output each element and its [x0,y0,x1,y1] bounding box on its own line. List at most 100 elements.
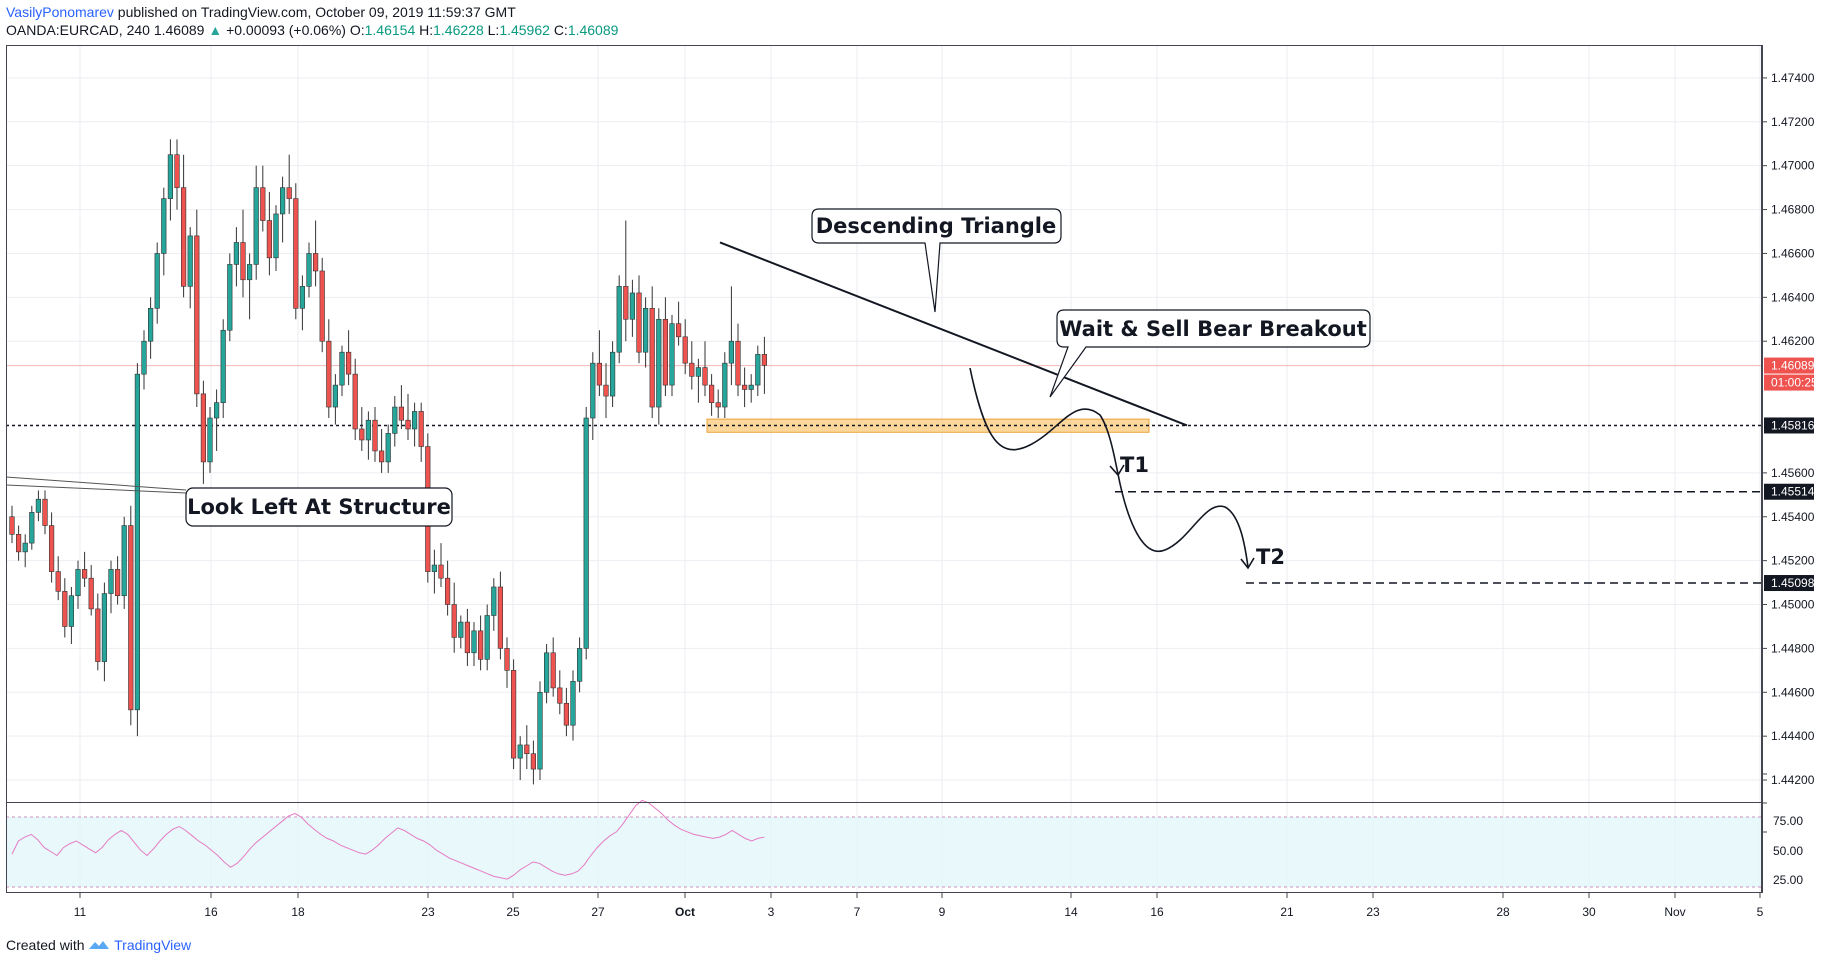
close-value: 1.46089 [567,22,619,38]
open-value: 1.46154 [364,22,416,38]
candle-body [326,340,332,408]
candle-body [345,351,352,375]
candle-body [42,498,48,526]
created-with-text: Created with [6,937,85,953]
price-tick-label: 1.47400 [1771,71,1815,85]
level-tag-label: 1.45514 [1771,485,1815,499]
candle-body [451,604,457,638]
time-tick-label: 18 [291,905,305,919]
low-label: L: [487,22,500,38]
descending-trendline[interactable] [719,241,1188,427]
last-price: 1.46089 [153,22,205,38]
time-tick-label: 25 [506,905,520,919]
candle-body [497,586,504,649]
author-link[interactable]: VasilyPonomarev [6,4,114,20]
candle-body [266,220,273,259]
time-tick-label: 23 [1366,905,1380,919]
level-tag-label: 1.45816 [1771,418,1815,432]
candle-body [48,525,55,572]
high-label: H: [419,22,434,38]
candle-body [623,286,629,320]
candle-body [128,525,134,711]
candle-body [392,406,398,434]
candle-body [141,340,147,375]
callout-look-left[interactable]: Look Left At Structure [185,487,453,527]
candle-body [735,340,741,386]
candle-body [741,384,748,390]
time-tick-label: 16 [204,905,218,919]
symbol[interactable]: OANDA:EURCAD, 240 [6,22,150,38]
change-up-icon: ▲ [208,22,223,38]
candle-body [609,351,616,397]
candle-body [233,242,240,265]
target-t1-label: T1 [1120,453,1149,477]
candle-body [689,362,695,377]
candle-body [372,419,378,452]
callout-look-left-text: Look Left At Structure [187,495,451,519]
price-levels[interactable] [6,365,1762,584]
candle-body [722,362,728,408]
candle-body [682,336,688,364]
time-axis[interactable]: 11 16 18 23 25 27 Oct 3 7 9 14 16 21 23 28 30 Nov 5 [74,893,1764,919]
rsi-axis: 75.00 50.00 25.00 [1762,773,1803,887]
candle-body [563,702,569,726]
candle-body [378,450,385,463]
last-price-tag-label: 1.46089 [1771,359,1815,373]
candle-body [649,308,655,408]
close-label: C: [553,22,568,38]
projection-path[interactable] [969,367,1249,568]
time-tick-label: 16 [1150,905,1164,919]
candle-body [359,428,365,441]
candle-body [405,419,411,430]
tradingview-brand-link[interactable]: TradingView [114,937,192,953]
candle-body [187,235,193,287]
candle-body [134,373,141,711]
callout-wait-sell-text: Wait & Sell Bear Breakout [1059,317,1367,341]
candle-body [583,417,589,649]
candle-body [656,318,662,408]
price-tick-label: 1.44800 [1771,641,1815,655]
time-tick-label: 9 [939,905,946,919]
candle-body [590,362,596,419]
price-tick-label: 1.45000 [1771,598,1815,612]
published-text: published on TradingView.com, October 09… [117,4,516,20]
candle-body [29,512,35,544]
chart-header: VasilyPonomarev published on TradingView… [6,4,618,39]
candle-body [748,384,754,390]
callout-descending-triangle[interactable]: Descending Triangle [811,208,1062,313]
candle-body [227,264,233,331]
candle-body [504,648,510,671]
price-tick-label: 1.46400 [1771,290,1815,304]
time-tick-label: 28 [1496,905,1510,919]
candle-body [675,323,682,338]
price-tick-label: 1.46200 [1771,334,1815,348]
rsi-band [6,817,1762,887]
price-tick-label: 1.47200 [1771,115,1815,129]
last-price-tag [1764,357,1814,374]
candle-body [154,253,160,309]
level-tag [1764,575,1814,592]
target-t2-label: T2 [1256,545,1285,569]
candle-body [385,433,391,463]
candle-body [557,687,563,704]
candle-body [761,354,767,366]
price-axis[interactable]: 1.47400 1.47200 1.47000 1.46800 1.46600 1.464… [1762,71,1815,787]
candle-body [464,621,471,654]
candle-body [491,586,497,616]
look-left-structure-line-2[interactable] [5,484,187,494]
look-left-structure-line[interactable] [5,476,187,491]
countdown-tag-label: 01:00:25 [1771,376,1818,390]
candle-body [22,542,28,553]
candle-body [200,393,207,463]
candle-body [398,406,405,421]
candles[interactable] [9,139,767,785]
candle-body [524,744,530,755]
price-tick-label: 1.44400 [1771,729,1815,743]
rsi-tick-label: 50.00 [1773,844,1803,858]
candle-body [247,264,253,281]
candle-body [115,569,121,597]
candle-body [695,367,701,377]
candle-body [636,292,642,353]
callout-wait-sell[interactable]: Wait & Sell Bear Breakout [1049,309,1371,398]
